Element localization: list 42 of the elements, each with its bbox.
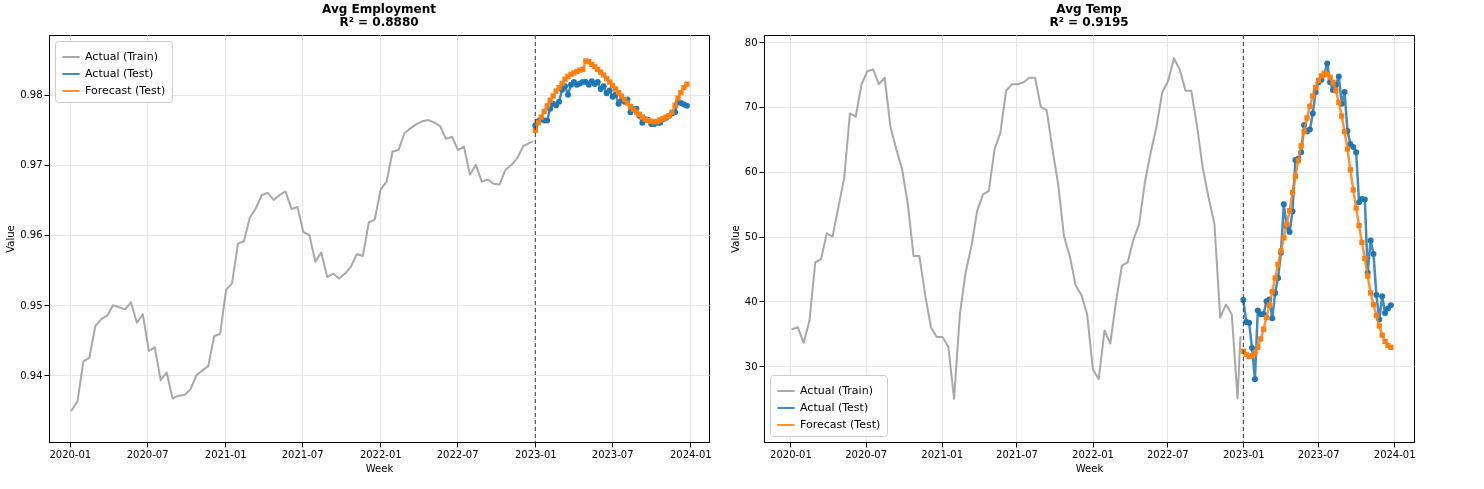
x-tick-label: 2021-07 bbox=[281, 448, 324, 460]
chart-subtitle: R² = 0.8880 bbox=[339, 14, 419, 29]
y-axis-title: Value bbox=[729, 225, 741, 253]
chart-title: Avg Employment bbox=[322, 1, 437, 16]
x-tick-label: 2024-01 bbox=[1373, 448, 1416, 460]
legend-label: Forecast (Test) bbox=[800, 418, 881, 431]
legend-label: Forecast (Test) bbox=[85, 84, 166, 97]
y-tick-label: 0.96 bbox=[20, 229, 43, 241]
x-tick-label: 2021-01 bbox=[921, 448, 964, 460]
x-tick-label: 2023-01 bbox=[1222, 448, 1265, 460]
y-axis-title: Value bbox=[5, 225, 17, 253]
x-axis-title: Week bbox=[1075, 462, 1104, 474]
y-tick-label: 80 bbox=[744, 36, 758, 48]
legend-label: Actual (Train) bbox=[800, 384, 873, 397]
y-tick-label: 30 bbox=[744, 360, 758, 372]
y-tick-label: 0.95 bbox=[20, 299, 43, 311]
x-tick-label: 2021-07 bbox=[996, 448, 1038, 460]
x-tick-label: 2020-01 bbox=[770, 448, 812, 460]
x-tick-label: 2023-07 bbox=[1297, 448, 1340, 460]
y-tick-label: 60 bbox=[744, 166, 758, 178]
chart-title: Avg Temp bbox=[1056, 1, 1123, 16]
x-tick-label: 2022-01 bbox=[1072, 448, 1114, 460]
x-tick-label: 2022-07 bbox=[1146, 448, 1189, 460]
legend-label: Actual (Train) bbox=[85, 50, 158, 63]
x-axis-title: Week bbox=[365, 462, 394, 474]
y-tick-label: 0.94 bbox=[20, 369, 43, 381]
y-tick-label: 70 bbox=[744, 101, 758, 113]
x-tick-label: 2020-07 bbox=[845, 448, 888, 460]
x-tick-label: 2022-07 bbox=[436, 448, 479, 460]
y-tick-label: 50 bbox=[744, 231, 758, 243]
x-tick-label: 2023-01 bbox=[514, 448, 557, 460]
y-tick-label: 0.98 bbox=[20, 89, 43, 101]
x-tick-label: 2020-07 bbox=[126, 448, 169, 460]
y-tick-label: 40 bbox=[744, 295, 758, 307]
x-tick-label: 2024-01 bbox=[669, 448, 712, 460]
legend-label: Actual (Test) bbox=[85, 67, 154, 80]
x-tick-label: 2023-07 bbox=[591, 448, 634, 460]
y-tick-label: 0.97 bbox=[20, 159, 43, 171]
x-tick-label: 2021-01 bbox=[204, 448, 247, 460]
x-tick-label: 2020-01 bbox=[49, 448, 92, 460]
x-tick-label: 2022-01 bbox=[359, 448, 402, 460]
legend-label: Actual (Test) bbox=[800, 401, 869, 414]
